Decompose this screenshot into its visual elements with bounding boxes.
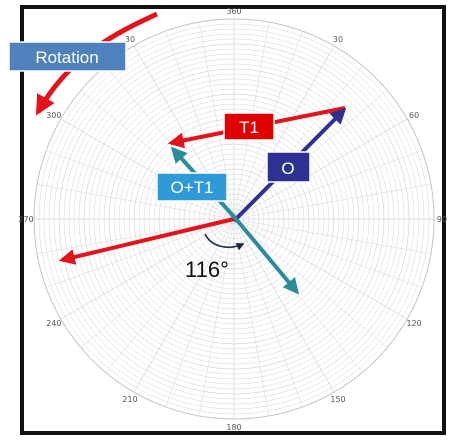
grid-spoke [60,118,235,220]
polar-tick-label: 180 [226,423,241,432]
rotation-label-box: Rotation [8,41,127,72]
o-label-box: O [266,151,311,183]
grid-spoke [199,21,235,220]
grid-spoke [45,150,235,220]
grid-spoke [233,150,423,220]
t1-label: T1 [239,118,259,137]
oplus-t1-label: O+T1 [171,178,214,197]
polar-tick-label: 360 [226,7,241,16]
t1-label-box: T1 [223,112,275,141]
grid-spoke [233,218,335,393]
angle-label: 116° [185,257,229,282]
polar-tick-label: 150 [330,395,345,404]
polar-tick-label: 90 [437,215,447,224]
polar-tick-label: 60 [409,111,419,120]
o-label: O [281,159,294,178]
polar-tick-label: 240 [46,319,61,328]
grid-spoke [133,218,235,393]
polar-tick-label: 30 [333,35,343,44]
oplus-t1-label-box: O+T1 [156,172,228,202]
grid-spoke [199,218,235,417]
grid-spoke [36,184,235,220]
grid-spoke [233,118,408,220]
polar-tick-label: 270 [18,215,33,224]
grid-spoke [233,65,363,220]
grid-spoke [233,218,432,254]
grid-spoke [233,218,408,320]
grid-spoke [80,218,235,348]
rotation-label: Rotation [35,48,98,67]
grid-spoke [233,45,335,220]
grid-spoke [233,218,303,408]
polar-tick-label: 300 [46,111,61,120]
angle-arc-arrow [204,233,245,251]
polar-tick-labels: 360 30 60 90 120 150 180 210 240 270 300 30 [18,7,447,432]
grid-spoke [45,218,235,288]
oplus-t1-vector-down [234,217,300,295]
t1-vector-left [58,216,239,265]
grid-spoke [165,218,235,408]
grid-spoke [233,218,423,288]
polar-tick-label: 30 [125,35,135,44]
grid-spoke [233,218,269,417]
polar-tick-label: 210 [122,395,137,404]
grid-spoke [233,218,388,348]
grid-spoke [105,218,235,373]
grid-spoke [233,184,432,220]
polar-tick-label: 120 [406,319,421,328]
